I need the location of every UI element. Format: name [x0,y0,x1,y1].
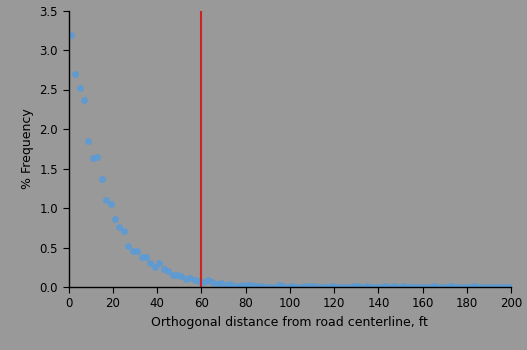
X-axis label: Orthogonal distance from road centerline, ft: Orthogonal distance from road centerline… [151,316,428,329]
Y-axis label: % Frequency: % Frequency [21,108,34,189]
